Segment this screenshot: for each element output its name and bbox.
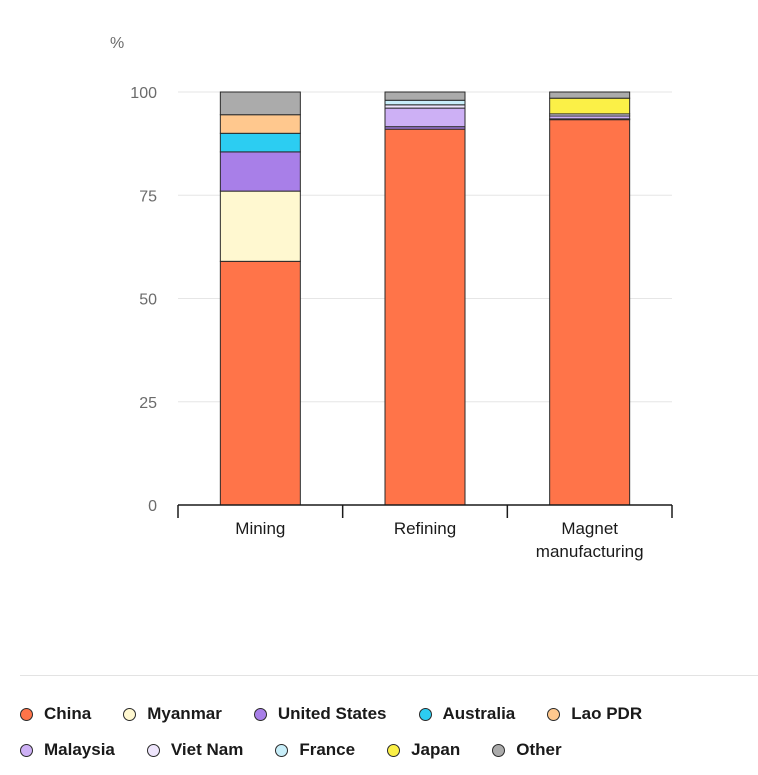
y-tick-label: 0 — [148, 498, 157, 515]
legend-label: Lao PDR — [571, 704, 643, 723]
bar-segment-other — [384, 91, 466, 101]
legend-item-china[interactable]: China — [20, 704, 91, 724]
bar-segment-france — [384, 99, 466, 106]
legend-item-united-states[interactable]: United States — [253, 704, 387, 724]
legend-label: Japan — [411, 740, 461, 759]
bar-segment-united-states — [219, 151, 301, 192]
y-tick-label: 75 — [139, 188, 157, 205]
legend-item-viet-nam[interactable]: Viet Nam — [146, 740, 244, 760]
legend-item-japan[interactable]: Japan — [387, 740, 460, 760]
legend-label: China — [44, 704, 92, 723]
bar-segment-other — [549, 91, 631, 99]
y-axis-ticks: 0 25 50 75 100 — [130, 85, 157, 515]
legend-label: Australia — [442, 704, 516, 723]
bar-segment-china — [549, 119, 631, 506]
y-tick-label: 25 — [139, 395, 157, 412]
x-axis: Mining Refining Magnet manufacturing — [177, 504, 673, 561]
legend-swatch — [20, 707, 33, 721]
x-category-label: manufacturing — [536, 542, 644, 561]
y-tick-label: 50 — [139, 292, 157, 309]
x-category-label: Mining — [235, 519, 285, 538]
bar-segment-other — [219, 91, 301, 116]
legend-label: United States — [277, 704, 387, 723]
legend-item-myanmar[interactable]: Myanmar — [123, 704, 222, 724]
x-category-label: Refining — [394, 519, 456, 538]
legend-item-other[interactable]: Other — [492, 740, 562, 760]
legend-label: Malaysia — [44, 740, 115, 759]
legend-swatch — [492, 743, 506, 757]
legend-swatch — [275, 743, 289, 757]
bar-segment-lao-pdr — [219, 114, 301, 134]
legend-row: China Myanmar United States Australia Lao PD… — [20, 696, 750, 732]
legend-item-malaysia[interactable]: Malaysia — [20, 740, 115, 760]
y-tick-label: 100 — [130, 85, 157, 102]
legend-swatch — [253, 707, 267, 721]
legend-item-australia[interactable]: Australia — [418, 704, 516, 724]
legend-label: Viet Nam — [170, 740, 244, 759]
legend-swatch — [146, 743, 160, 757]
legend-swatch — [387, 743, 401, 757]
legend-item-france[interactable]: France — [275, 740, 355, 760]
legend-label: France — [299, 740, 356, 759]
legend-label: Other — [516, 740, 562, 759]
y-axis-unit-label: % — [110, 35, 124, 52]
bar-segment-china — [384, 128, 466, 506]
legend-swatch — [418, 707, 432, 721]
legend-swatch — [123, 707, 137, 721]
x-category-label: Magnet — [561, 519, 618, 538]
legend-swatch — [20, 743, 33, 757]
legend-row: Malaysia Viet Nam France Japan Other — [20, 732, 750, 768]
legend: China Myanmar United States Australia Lao PD… — [20, 696, 750, 768]
legend-separator — [20, 675, 758, 676]
legend-label: Myanmar — [147, 704, 222, 723]
bar-segment-malaysia — [384, 107, 466, 128]
bar-segment-myanmar — [219, 190, 301, 262]
legend-item-lao-pdr[interactable]: Lao PDR — [547, 704, 642, 724]
bars — [219, 91, 631, 506]
legend-swatch — [547, 707, 561, 721]
bar-segment-japan — [549, 97, 631, 115]
bar-segment-australia — [219, 132, 301, 153]
bar-segment-china — [219, 260, 301, 506]
stacked-bar-chart: % 0 25 50 75 100 Mining Refining Magnet manufac… — [110, 35, 673, 561]
